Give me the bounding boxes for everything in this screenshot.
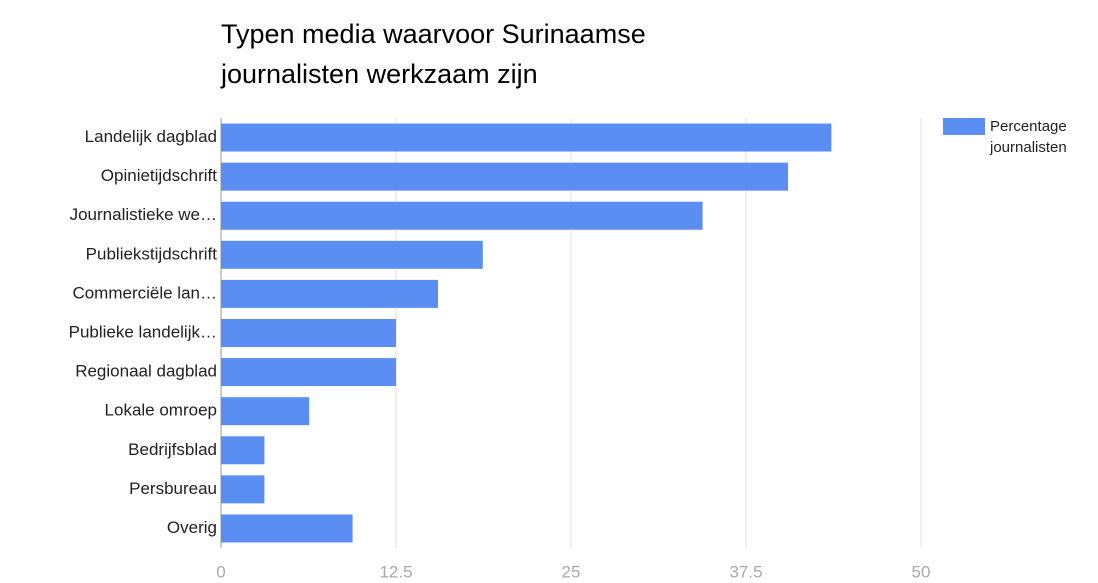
y-tick-label: Overig — [167, 518, 217, 537]
bar — [221, 279, 438, 308]
y-tick-label: Bedrijfsblad — [128, 440, 217, 459]
y-tick-label: Opinietijdschrift — [101, 166, 217, 185]
x-tick-label: 37.5 — [729, 562, 762, 581]
y-tick-label: Publieke landelijk… — [69, 322, 217, 341]
bar — [221, 475, 265, 504]
x-tick-label: 25 — [562, 562, 581, 581]
legend-swatch — [943, 118, 985, 135]
x-tick-label: 12.5 — [379, 562, 412, 581]
legend-label: Percentage journalisten — [990, 118, 1067, 156]
bar — [221, 319, 396, 347]
x-tick-label: 0 — [216, 562, 225, 581]
y-tick-label: Lokale omroep — [105, 401, 217, 420]
y-tick-label: Commerciële lan… — [72, 283, 217, 302]
bar — [221, 123, 832, 152]
chart-title: Typen media waarvoor Surinaamse journali… — [221, 19, 646, 89]
bar — [221, 358, 396, 387]
bar — [221, 436, 265, 465]
bar — [221, 201, 703, 230]
bar — [221, 162, 788, 191]
y-tick-label: Regionaal dagblad — [75, 362, 217, 381]
x-tick-label: 50 — [912, 562, 931, 581]
y-tick-label: Publiekstijdschrift — [86, 244, 218, 263]
y-tick-label: Persbureau — [129, 479, 217, 498]
y-tick-label: Journalistieke we… — [70, 205, 217, 224]
y-tick-label: Landelijk dagblad — [85, 127, 217, 146]
bar — [221, 514, 353, 543]
bar — [221, 397, 310, 426]
bar — [221, 240, 483, 269]
